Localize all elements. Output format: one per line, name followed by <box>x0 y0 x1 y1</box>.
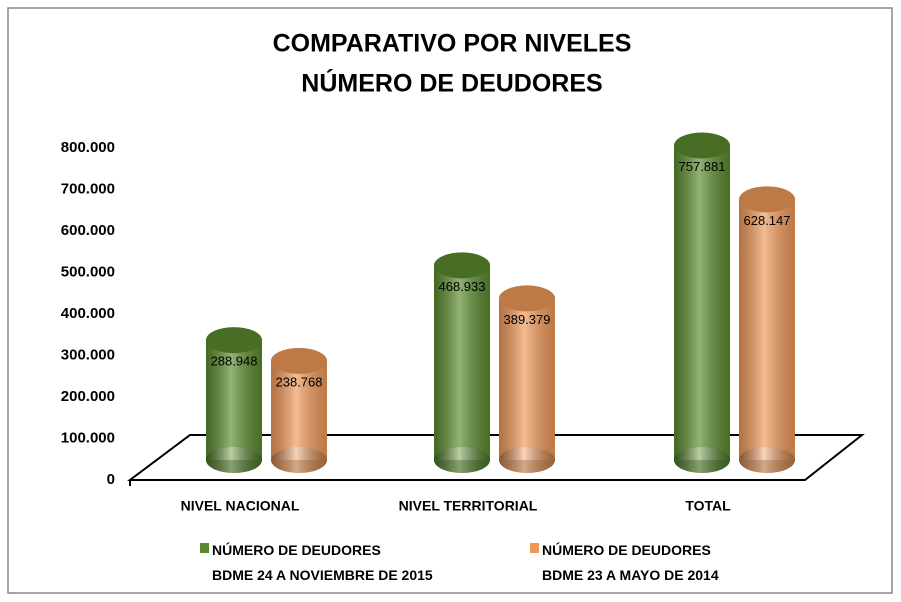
cylinder-top <box>434 252 490 279</box>
y-tick-label: 800.000 <box>61 139 115 156</box>
value-label: 238.768 <box>276 374 323 389</box>
cylinder-top <box>271 347 327 374</box>
value-label: 288.948 <box>211 354 258 369</box>
cylinder-top <box>206 327 262 354</box>
cylinder-base-shade <box>674 447 730 473</box>
bar-shade <box>434 265 490 460</box>
bar-shade <box>499 298 555 460</box>
bar-shade <box>739 199 795 460</box>
chart-subtitle: NÚMERO DE DEUDORES <box>301 68 602 98</box>
x-tick-label: NIVEL NACIONAL <box>181 498 300 514</box>
cylinder-top <box>674 132 730 159</box>
y-tick-label: 100.000 <box>61 429 115 446</box>
y-tick-label: 400.000 <box>61 305 115 322</box>
value-label: 389.379 <box>504 312 551 327</box>
y-tick-label: 0 <box>107 471 115 488</box>
value-label: 757.881 <box>679 159 726 174</box>
y-tick-label: 700.000 <box>61 180 115 197</box>
value-label: 468.933 <box>439 279 486 294</box>
bar-shade <box>271 360 327 460</box>
y-tick-label: 600.000 <box>61 222 115 239</box>
y-tick-label: 300.000 <box>61 346 115 363</box>
cylinder-base-shade <box>206 447 262 473</box>
x-tick-label: NIVEL TERRITORIAL <box>399 498 538 514</box>
cylinder-base-shade <box>739 447 795 473</box>
bar-shade <box>206 340 262 460</box>
x-tick-label: TOTAL <box>685 498 731 514</box>
cylinder-top <box>499 285 555 312</box>
y-tick-label: 500.000 <box>61 263 115 280</box>
bar-shade <box>674 145 730 461</box>
y-tick-label: 200.000 <box>61 388 115 405</box>
cylinder-base-shade <box>434 447 490 473</box>
cylinder-base-shade <box>499 447 555 473</box>
chart-title: COMPARATIVO POR NIVELES <box>273 30 632 58</box>
value-label: 628.147 <box>744 213 791 228</box>
cylinder-base-shade <box>271 447 327 473</box>
cylinder-top <box>739 186 795 213</box>
